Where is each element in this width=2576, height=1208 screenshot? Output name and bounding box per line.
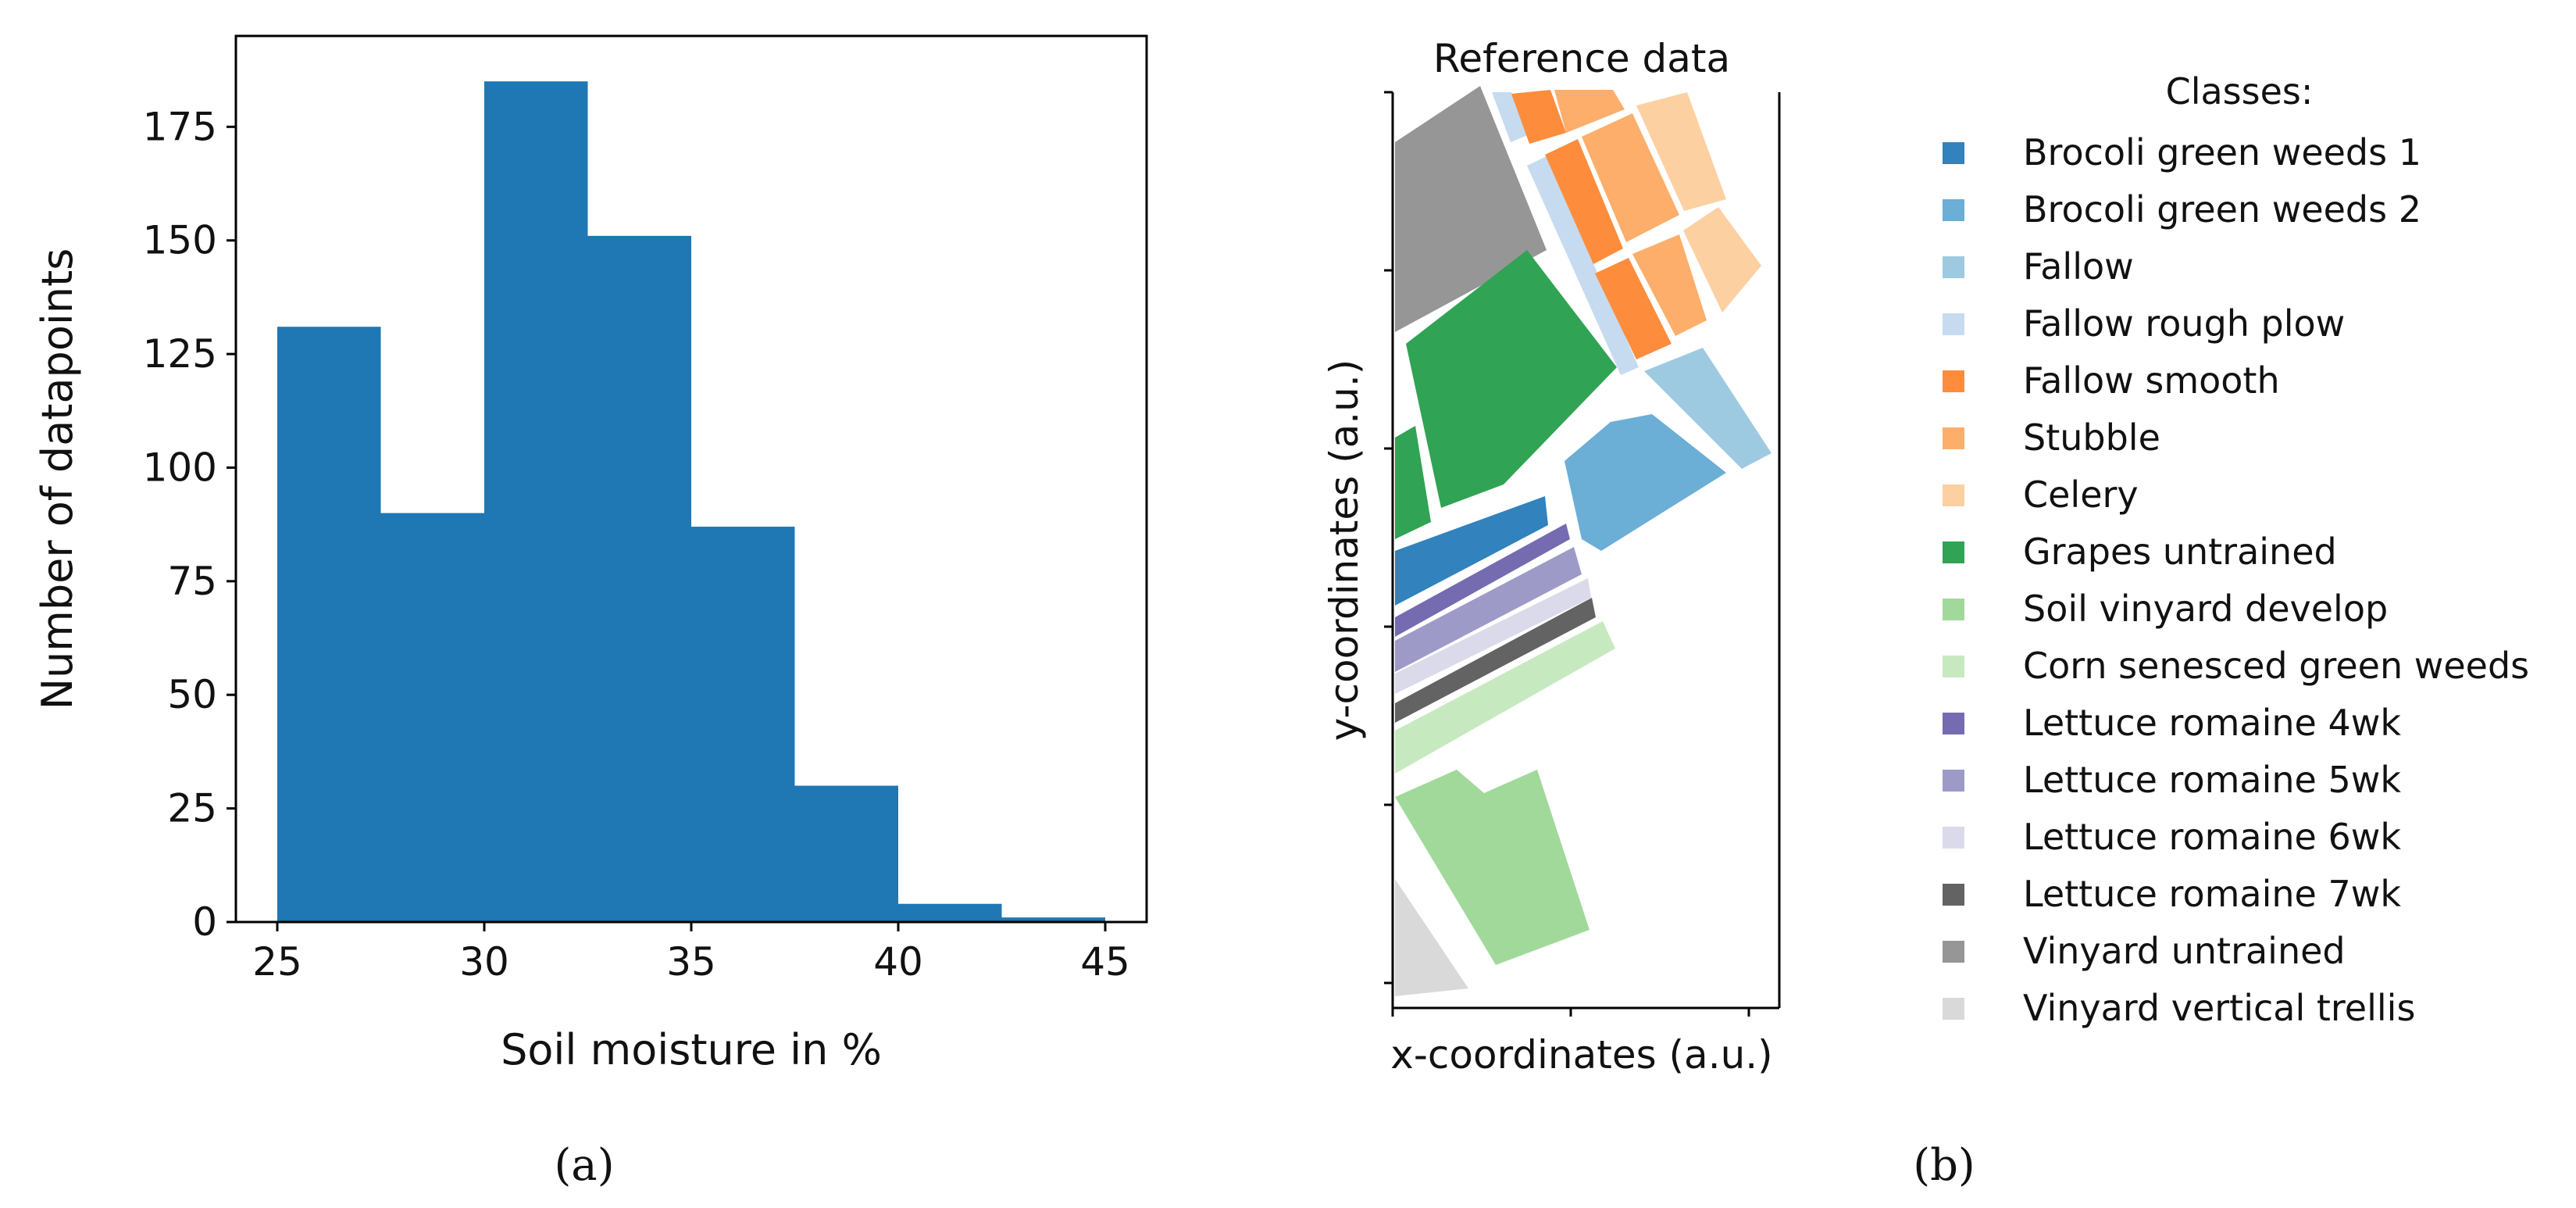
reference-map: Reference data [1322,36,2529,1191]
map-y-axis-label: y-coordinates (a.u.) [1322,359,1367,742]
map-field-regions [1395,86,1771,996]
legend-swatch [1943,713,1964,734]
histogram-bar [484,81,588,923]
legend-label: Vinyard untrained [2023,930,2346,972]
map-region-grapes-untrained [1406,250,1617,508]
histogram-bar [380,513,484,922]
legend-title: Classes: [2166,70,2314,113]
legend-swatch [1943,370,1964,392]
map-region-lettuce-romaine-6wk [1395,578,1591,694]
histogram-y-tick-label: 175 [143,104,217,149]
histogram-y-tick-label: 75 [167,559,217,604]
map-region-fallow-rough-plow [1527,156,1639,375]
map-region-fallow [1644,348,1771,469]
legend-swatch [1943,313,1964,335]
panel-label-b: (b) [1913,1140,1975,1191]
histogram-bar [1001,917,1105,922]
map-region-celery [1636,92,1726,211]
map-region-grapes-untrained [1395,426,1431,539]
legend-label: Lettuce romaine 5wk [2023,759,2401,801]
map-region-fallow-smooth [1545,139,1623,264]
histogram-bar [691,527,795,922]
legend-label: Celery [2023,474,2139,516]
map-region-brocoli-green-weeds-1 [1395,496,1548,606]
histogram-bar [587,235,691,922]
legend-label: Lettuce romaine 4wk [2023,702,2401,744]
histogram-y-ticks: 0 25 50 75 100 125 150 175 [143,104,236,945]
histogram-y-tick-label: 100 [143,445,217,490]
map-region-stubble [1632,234,1707,336]
legend-swatch [1943,599,1964,620]
map-region-soil-vinyard-develop [1395,770,1589,965]
histogram-x-tick-label: 40 [873,939,923,985]
legend-label: Grapes untrained [2023,531,2337,573]
histogram-bar [794,785,898,922]
map-region-fallow-rough-plow [1492,92,1529,142]
legend-label: Lettuce romaine 6wk [2023,816,2401,858]
legend-swatch [1943,884,1964,906]
map-region-lettuce-romaine-7wk [1395,598,1596,723]
map-region-fallow-smooth [1511,90,1566,144]
histogram-x-tick-label: 35 [666,939,716,985]
histogram-x-tick-label: 30 [459,939,509,985]
legend-label: Stubble [2023,416,2160,459]
histogram-x-axis-label: Soil moisture in % [501,1025,882,1074]
legend-label: Brocoli green weeds 1 [2023,131,2421,173]
map-region-vinyard-vertical-trellis [1395,879,1468,996]
map-region-stubble [1554,90,1625,133]
histogram-y-tick-label: 50 [167,672,217,717]
legend-swatch [1943,484,1964,506]
map-region-celery [1683,207,1761,313]
histogram-y-axis-label: Number of datapoints [33,248,82,710]
histogram-y-tick-label: 125 [143,331,217,377]
map-region-stubble [1582,113,1679,242]
map-y-ticks [1384,91,1393,985]
legend-items: Brocoli green weeds 1 Brocoli green weeds… [1943,131,2529,1029]
map-region-corn-senesced-green-weeds [1395,621,1615,774]
histogram-y-tick-label: 0 [192,899,217,945]
histogram-y-tick-label: 150 [143,218,217,263]
legend-label: Fallow [2023,245,2134,288]
legend-label: Brocoli green weeds 2 [2023,188,2421,231]
legend-swatch [1943,427,1964,449]
legend-label: Corn senesced green weeds [2023,645,2529,687]
legend-swatch [1943,998,1964,1020]
histogram-bar [898,903,1002,922]
panel-label-a: (a) [554,1140,614,1191]
legend-swatch [1943,656,1964,677]
legend-swatch [1943,770,1964,792]
histogram-chart: 25 30 35 40 45 0 25 50 75 100 125 150 175 Soil mois… [33,34,1148,1191]
legend-label: Vinyard vertical trellis [2023,987,2415,1029]
map-title: Reference data [1433,36,1730,81]
map-x-ticks [1391,1008,1750,1017]
legend-swatch [1943,541,1964,563]
legend-label: Fallow smooth [2023,359,2280,402]
map-region-lettuce-romaine-5wk [1395,547,1582,672]
legend-label: Lettuce romaine 7wk [2023,873,2401,915]
map-region-brocoli-green-weeds-2 [1565,414,1726,551]
histogram-x-ticks: 25 30 35 40 45 [252,922,1130,985]
legend-label: Soil vinyard develop [2023,588,2388,630]
map-axes [1384,91,1781,1017]
map-x-axis-label: x-coordinates (a.u.) [1390,1032,1772,1078]
legend-swatch [1943,941,1964,963]
histogram-bars [277,81,1105,923]
legend-swatch [1943,827,1964,849]
map-region-lettuce-romaine-4wk [1395,524,1570,637]
histogram-y-tick-label: 25 [167,786,217,831]
legend-label: Fallow rough plow [2023,302,2345,345]
histogram-bar [277,327,381,923]
legend-swatch [1943,142,1964,164]
histogram-x-tick-label: 25 [252,939,302,985]
map-region-fallow-smooth [1595,258,1672,359]
histogram-x-tick-label: 45 [1080,939,1130,985]
legend-swatch [1943,256,1964,278]
legend-swatch [1943,199,1964,221]
